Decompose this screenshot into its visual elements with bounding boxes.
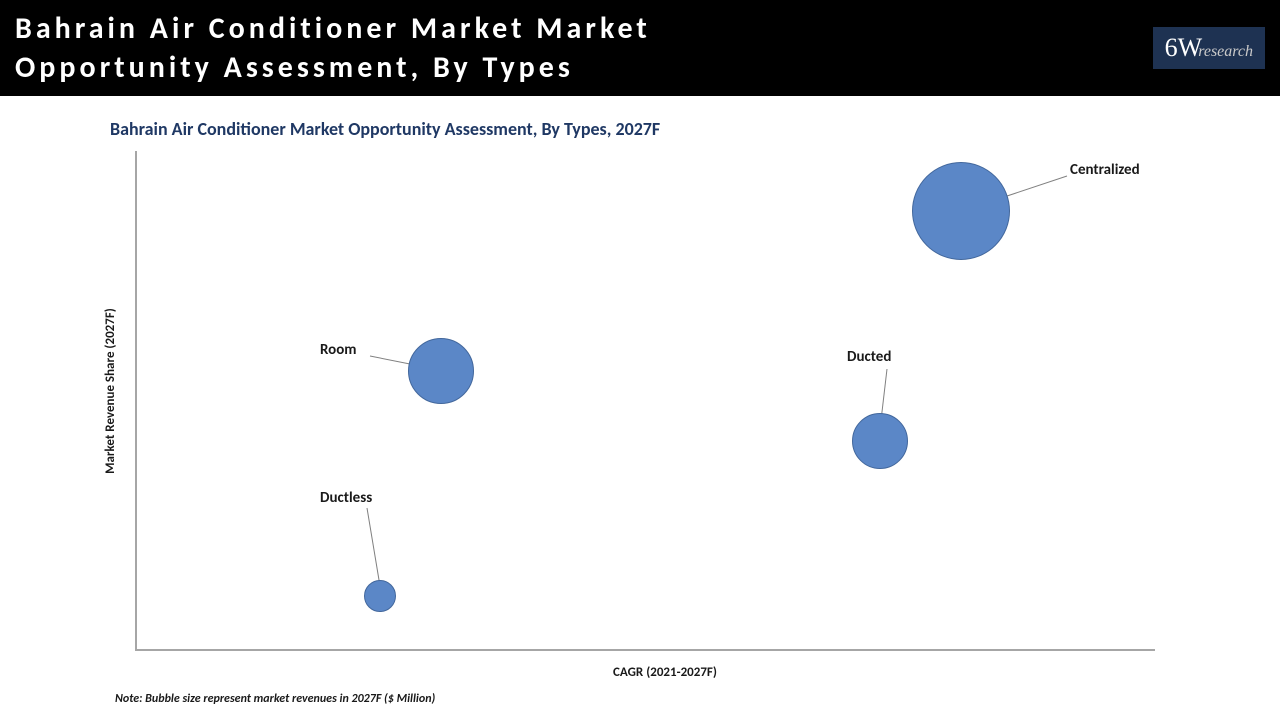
chart-title: Bahrain Air Conditioner Market Opportuni… <box>110 118 660 140</box>
bubble-centralized <box>912 162 1010 260</box>
chart-note: Note: Bubble size represent market reven… <box>115 692 435 706</box>
logo: 6 W research <box>1153 27 1265 69</box>
bubble-ductless <box>364 580 396 612</box>
bubble-label-room: Room <box>320 341 357 359</box>
logo-6: 6 <box>1165 33 1178 63</box>
logo-research: research <box>1198 43 1253 61</box>
bubble-label-ductless: Ductless <box>320 489 372 507</box>
bubble-label-ducted: Ducted <box>847 348 891 366</box>
chart-area: Bahrain Air Conditioner Market Opportuni… <box>0 96 1280 720</box>
bubble-label-centralized: Centralized <box>1070 161 1140 179</box>
y-axis-label: Market Revenue Share (2027F) <box>103 271 118 511</box>
bubble-room <box>408 338 474 404</box>
x-axis-label: CAGR (2021-2027F) <box>565 665 765 680</box>
page-title: Bahrain Air Conditioner Market Market Op… <box>15 9 815 87</box>
header-bar: Bahrain Air Conditioner Market Market Op… <box>0 0 1280 96</box>
bubble-ducted <box>852 413 908 469</box>
